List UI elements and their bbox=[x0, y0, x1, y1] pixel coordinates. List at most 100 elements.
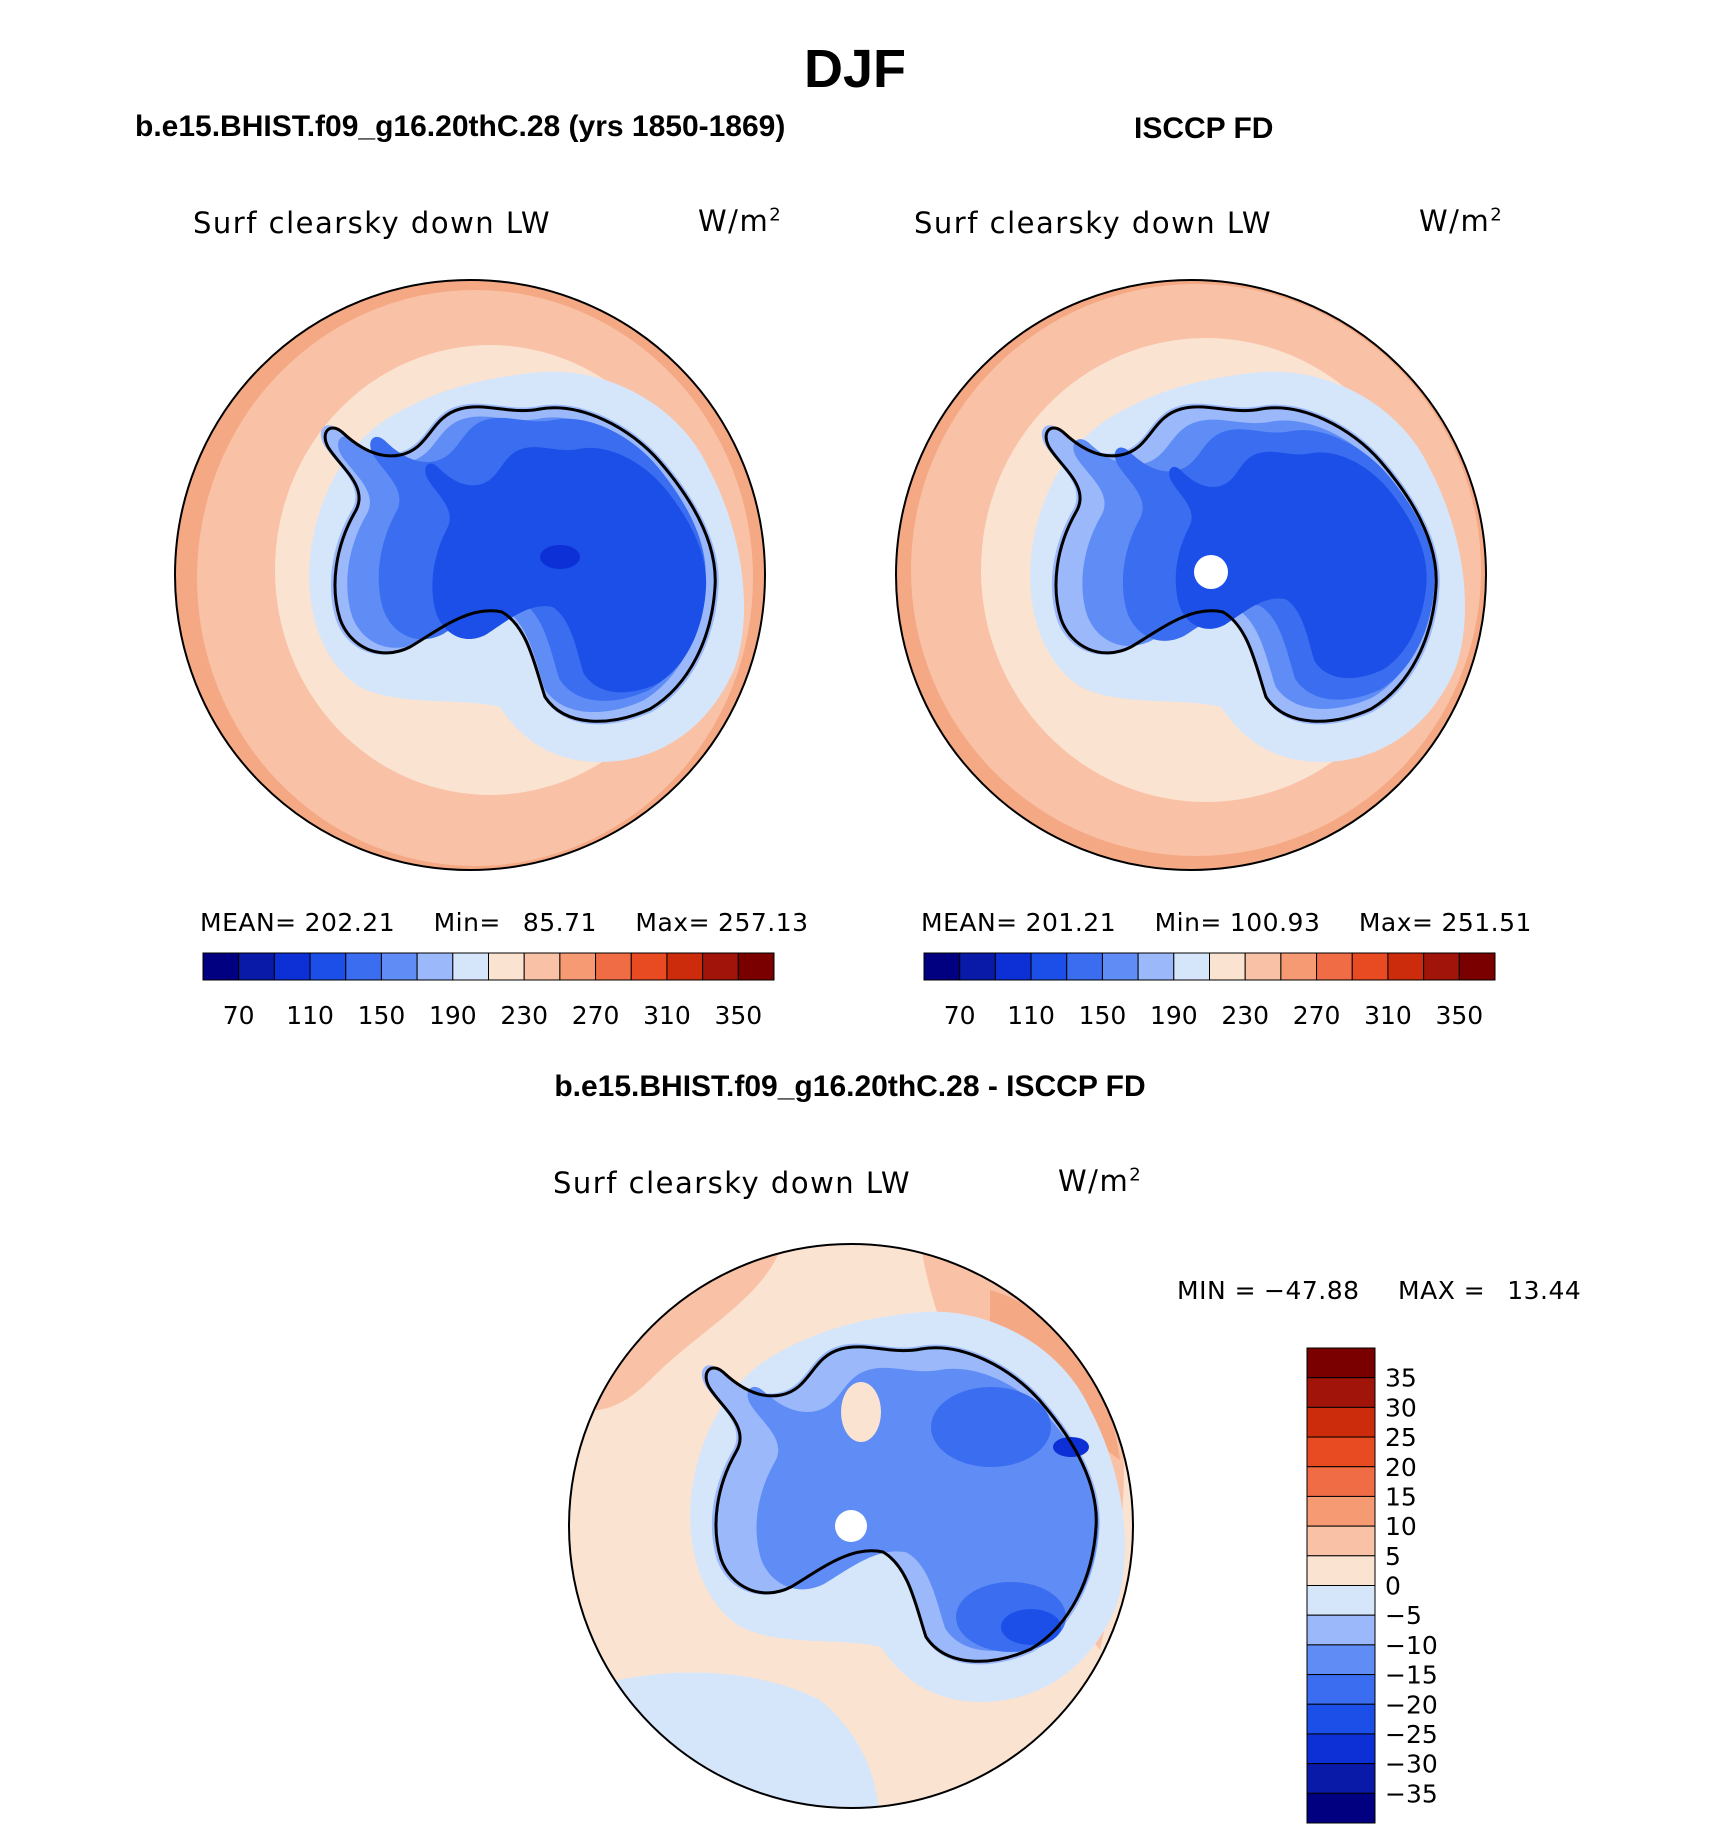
colorbar-swatch bbox=[1066, 952, 1103, 981]
colorbar-tick-label: 310 bbox=[643, 1001, 691, 1030]
colorbar-tick-label: 15 bbox=[1385, 1482, 1417, 1511]
colorbar-swatch bbox=[1316, 952, 1353, 981]
pole-hole bbox=[1194, 555, 1228, 589]
colorbar-tick-label: 20 bbox=[1385, 1453, 1417, 1482]
colorbar-swatch bbox=[1306, 1406, 1376, 1438]
map-boundary bbox=[174, 279, 766, 871]
colorbar-swatch bbox=[1458, 952, 1496, 981]
colorbar-swatch bbox=[1306, 1703, 1376, 1735]
colorbar-swatch bbox=[1137, 952, 1175, 981]
colorbar-swatch bbox=[666, 952, 704, 981]
colorbar-tick-label: −25 bbox=[1385, 1720, 1438, 1749]
colorbar-tick-label: 310 bbox=[1364, 1001, 1412, 1030]
min-label: MIN = bbox=[1177, 1276, 1257, 1305]
colorbar-swatch bbox=[452, 952, 489, 981]
colorbar-tick-label: −30 bbox=[1385, 1750, 1438, 1779]
colorbar-tick-label: 350 bbox=[1435, 1001, 1483, 1030]
colorbar-swatch bbox=[1306, 1347, 1376, 1379]
colorbar-tick-label: 150 bbox=[358, 1001, 406, 1030]
colorbar-tick-label: 230 bbox=[1221, 1001, 1269, 1030]
colorbar-swatch bbox=[923, 952, 961, 981]
colorbar-swatch bbox=[1306, 1495, 1376, 1527]
colorbar-swatch bbox=[994, 952, 1032, 981]
contour-band-neg25-neg20 bbox=[1001, 1609, 1061, 1645]
colorbar-swatch bbox=[702, 952, 739, 981]
colorbar-tick-label: −15 bbox=[1385, 1661, 1438, 1690]
panel-title-model: b.e15.BHIST.f09_g16.20thC.28 (yrs 1850-1… bbox=[135, 110, 786, 143]
stats-model: MEAN= 202.21 Min= 85.71 Max= 257.13 bbox=[200, 908, 839, 937]
colorbar-tick-label: 110 bbox=[286, 1001, 334, 1030]
panel-title-obs: ISCCP FD bbox=[1134, 112, 1274, 145]
colorbar-swatch bbox=[1306, 1377, 1376, 1408]
colorbar-swatch bbox=[1280, 952, 1318, 981]
colorbar-tick-label: 30 bbox=[1385, 1393, 1417, 1422]
colorbar-tick-label: 0 bbox=[1385, 1572, 1401, 1601]
map-boundary bbox=[568, 1243, 1134, 1809]
map-panel-model bbox=[174, 279, 766, 871]
min-value: 100.93 bbox=[1229, 908, 1321, 937]
mean-label: MEAN= bbox=[921, 908, 1018, 937]
max-value: 257.13 bbox=[718, 908, 809, 937]
colorbar-tick-label: 190 bbox=[1150, 1001, 1198, 1030]
colorbar-swatch bbox=[1306, 1644, 1376, 1676]
colorbar-swatch bbox=[1306, 1792, 1376, 1824]
colorbar-swatch bbox=[959, 952, 996, 981]
colorbar-swatch bbox=[559, 952, 597, 981]
colorbar-swatch bbox=[1351, 952, 1389, 981]
colorbar-swatch bbox=[309, 952, 347, 981]
colorbar-tick-label: 10 bbox=[1385, 1512, 1417, 1541]
stats-diff: MIN = −47.88 MAX = 13.44 bbox=[1177, 1276, 1611, 1305]
contour-band-0-5 bbox=[841, 1382, 881, 1442]
colorbar-tick-label: −10 bbox=[1385, 1631, 1438, 1660]
colorbar-swatch bbox=[1030, 952, 1068, 981]
colorbar-swatch bbox=[1244, 952, 1282, 981]
colorbar-swatch bbox=[1306, 1674, 1376, 1705]
colorbar-tick-label: 5 bbox=[1385, 1542, 1401, 1571]
colorbar-swatch bbox=[1306, 1436, 1376, 1468]
variable-label-obs: Surf clearsky down LW bbox=[914, 206, 1273, 240]
colorbar-tick-label: 70 bbox=[223, 1001, 255, 1030]
variable-label-model: Surf clearsky down LW bbox=[193, 206, 552, 240]
max-label: Max= bbox=[1358, 908, 1434, 937]
units-label-model: W/m2 bbox=[698, 204, 783, 238]
colorbar-swatch bbox=[238, 952, 275, 981]
max-value: 13.44 bbox=[1507, 1276, 1582, 1305]
contour-band-neg30-neg25 bbox=[1053, 1437, 1089, 1457]
colorbar-tick-label: 70 bbox=[944, 1001, 976, 1030]
colorbar-swatch bbox=[1306, 1585, 1376, 1616]
colorbar-swatch bbox=[1101, 952, 1139, 981]
colorbar-tick-label: 110 bbox=[1007, 1001, 1055, 1030]
colorbar-swatch bbox=[523, 952, 561, 981]
units-label-obs: W/m2 bbox=[1419, 204, 1504, 238]
colorbar-tick-label: 35 bbox=[1385, 1364, 1417, 1393]
min-value: −47.88 bbox=[1264, 1276, 1360, 1305]
colorbar-swatch bbox=[595, 952, 632, 981]
max-label: MAX = bbox=[1398, 1276, 1486, 1305]
colorbar-tick-label: 150 bbox=[1079, 1001, 1127, 1030]
map-boundary bbox=[895, 279, 1487, 871]
colorbar-swatch bbox=[345, 952, 382, 981]
colorbar-tick-label: −5 bbox=[1385, 1601, 1422, 1630]
mean-label: MEAN= bbox=[200, 908, 297, 937]
colorbar-swatch bbox=[1209, 952, 1246, 981]
map-panel-obs bbox=[895, 279, 1487, 871]
pole-hole bbox=[835, 1510, 867, 1542]
colorbar-model: 70 110 150 190 230 270 310 350 bbox=[202, 952, 775, 1030]
panel-title-diff: b.e15.BHIST.f09_g16.20thC.28 - ISCCP FD bbox=[554, 1070, 1146, 1103]
stats-obs: MEAN= 201.21 Min= 100.93 Max= 251.51 bbox=[921, 908, 1562, 937]
colorbar-tick-label: 230 bbox=[500, 1001, 548, 1030]
colorbar-tick-label: 270 bbox=[1293, 1001, 1341, 1030]
colorbar-swatch bbox=[737, 952, 775, 981]
mean-value: 202.21 bbox=[304, 908, 396, 937]
max-label: Max= bbox=[635, 908, 711, 937]
min-value: 85.71 bbox=[522, 908, 597, 937]
colorbar-swatch bbox=[1423, 952, 1460, 981]
colorbar-obs: 70 110 150 190 230 270 310 350 bbox=[923, 952, 1496, 1030]
contour-band-90 bbox=[540, 545, 580, 569]
colorbar-tick-label: 270 bbox=[572, 1001, 620, 1030]
colorbar-swatch bbox=[1387, 952, 1425, 981]
min-label: Min= bbox=[433, 908, 501, 937]
colorbar-swatch bbox=[630, 952, 668, 981]
